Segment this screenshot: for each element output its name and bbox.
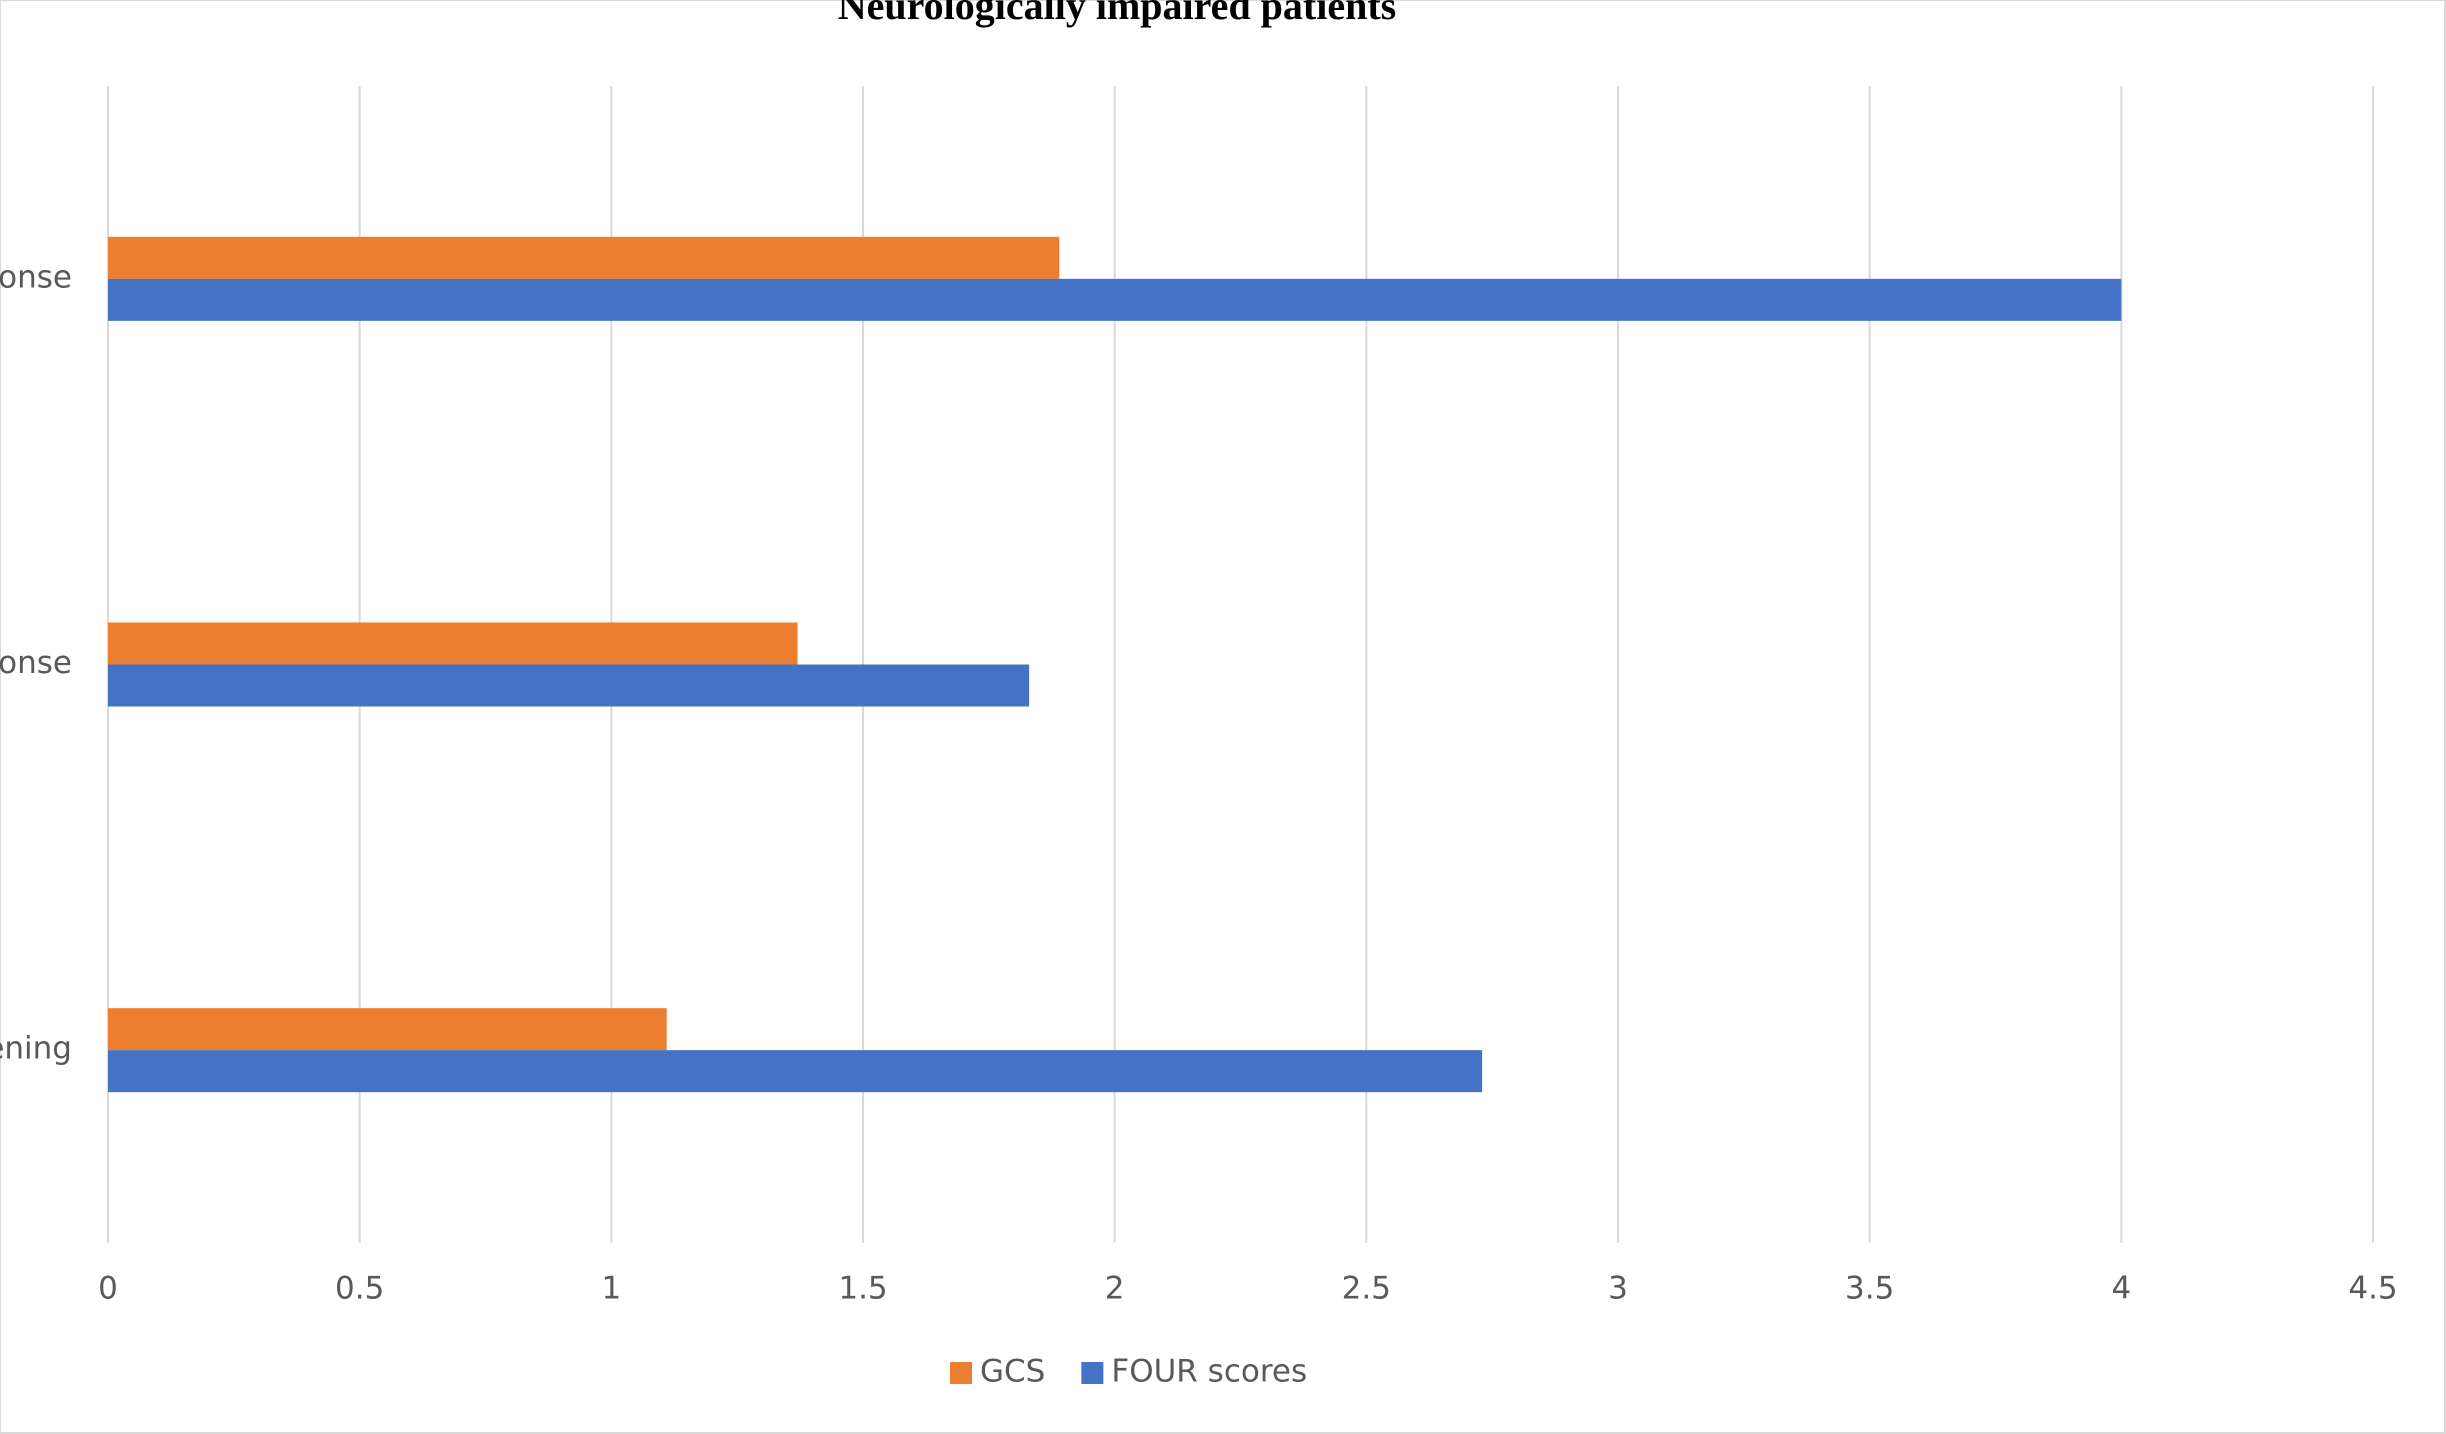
legend-swatch xyxy=(950,1362,972,1384)
bar xyxy=(108,1050,1483,1093)
x-tick-label: 2.5 xyxy=(1342,1271,1391,1307)
bar xyxy=(108,1008,667,1051)
x-tick-label: 4.5 xyxy=(2348,1271,2397,1307)
x-tick-label: 3 xyxy=(1608,1271,1628,1307)
chart-title: Neurologically impaired patients xyxy=(838,0,1397,28)
legend-label: FOUR scores xyxy=(1111,1354,1307,1390)
x-tick-label: 0 xyxy=(98,1271,118,1307)
x-tick-label: 4 xyxy=(2111,1271,2131,1307)
x-tick-label: 0.5 xyxy=(335,1271,384,1307)
x-tick-label: 2 xyxy=(1105,1271,1125,1307)
bar xyxy=(108,664,1030,707)
legend-label: GCS xyxy=(980,1354,1045,1390)
y-tick-label: onse xyxy=(0,645,72,681)
y-tick-label: onse xyxy=(0,259,72,295)
bar xyxy=(108,236,1060,279)
x-tick-label: 3.5 xyxy=(1845,1271,1894,1307)
bar xyxy=(108,622,798,665)
x-tick-label: 1 xyxy=(601,1271,621,1307)
x-tick-label: 1.5 xyxy=(838,1271,887,1307)
legend-swatch xyxy=(1081,1362,1104,1384)
bar xyxy=(108,278,2122,321)
